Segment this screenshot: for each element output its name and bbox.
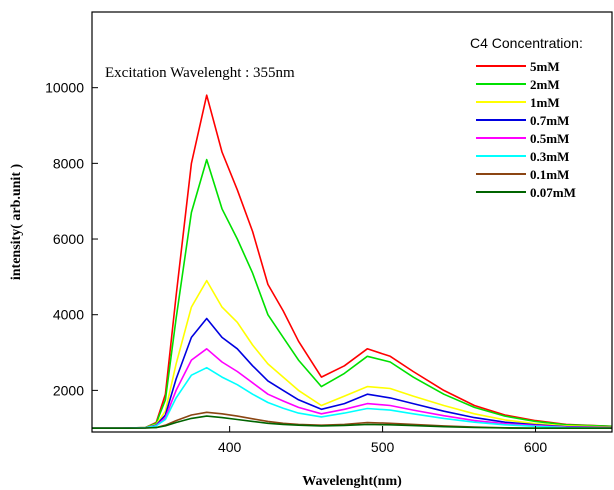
y-tick-label: 8000 bbox=[53, 155, 84, 171]
y-tick-label: 10000 bbox=[45, 80, 84, 96]
y-tick-label: 2000 bbox=[53, 382, 84, 398]
ticks-layer: 400 500 600 2000 4000 6000 8000 10000 bbox=[45, 80, 547, 455]
y-axis-title: intensity( arb.unit ) bbox=[9, 164, 24, 281]
x-tick-label: 600 bbox=[524, 439, 548, 455]
legend: C4 Concentration: 5mM 2mM 1mM 0.7mM 0.5mM 0.3… bbox=[470, 35, 583, 200]
x-tick-label: 400 bbox=[218, 439, 242, 455]
series-line-4 bbox=[92, 348, 613, 429]
y-tick-label: 4000 bbox=[53, 307, 84, 323]
legend-label: 2mM bbox=[530, 77, 560, 92]
series-line-5 bbox=[92, 366, 613, 429]
annotation-text: Excitation Wavelenght : 355nm bbox=[105, 65, 295, 81]
series-line-3 bbox=[92, 317, 613, 429]
x-tick-label: 500 bbox=[371, 439, 395, 455]
legend-label: 0.1mM bbox=[530, 167, 569, 182]
series-line-7 bbox=[92, 415, 612, 429]
y-tick-label: 6000 bbox=[53, 231, 84, 247]
legend-label: 0.07mM bbox=[530, 185, 576, 200]
series-layer bbox=[92, 94, 613, 429]
legend-label: 5mM bbox=[530, 59, 560, 74]
series-line-1 bbox=[92, 158, 613, 429]
legend-label: 0.7mM bbox=[530, 113, 569, 128]
legend-label: 0.3mM bbox=[530, 149, 569, 164]
legend-label: 1mM bbox=[530, 95, 560, 110]
x-axis-title: Wavelenght(nm) bbox=[302, 474, 402, 489]
series-line-2 bbox=[92, 279, 613, 429]
legend-label: 0.5mM bbox=[530, 131, 569, 146]
legend-title: C4 Concentration: bbox=[470, 35, 583, 51]
plot-frame bbox=[91, 11, 613, 433]
